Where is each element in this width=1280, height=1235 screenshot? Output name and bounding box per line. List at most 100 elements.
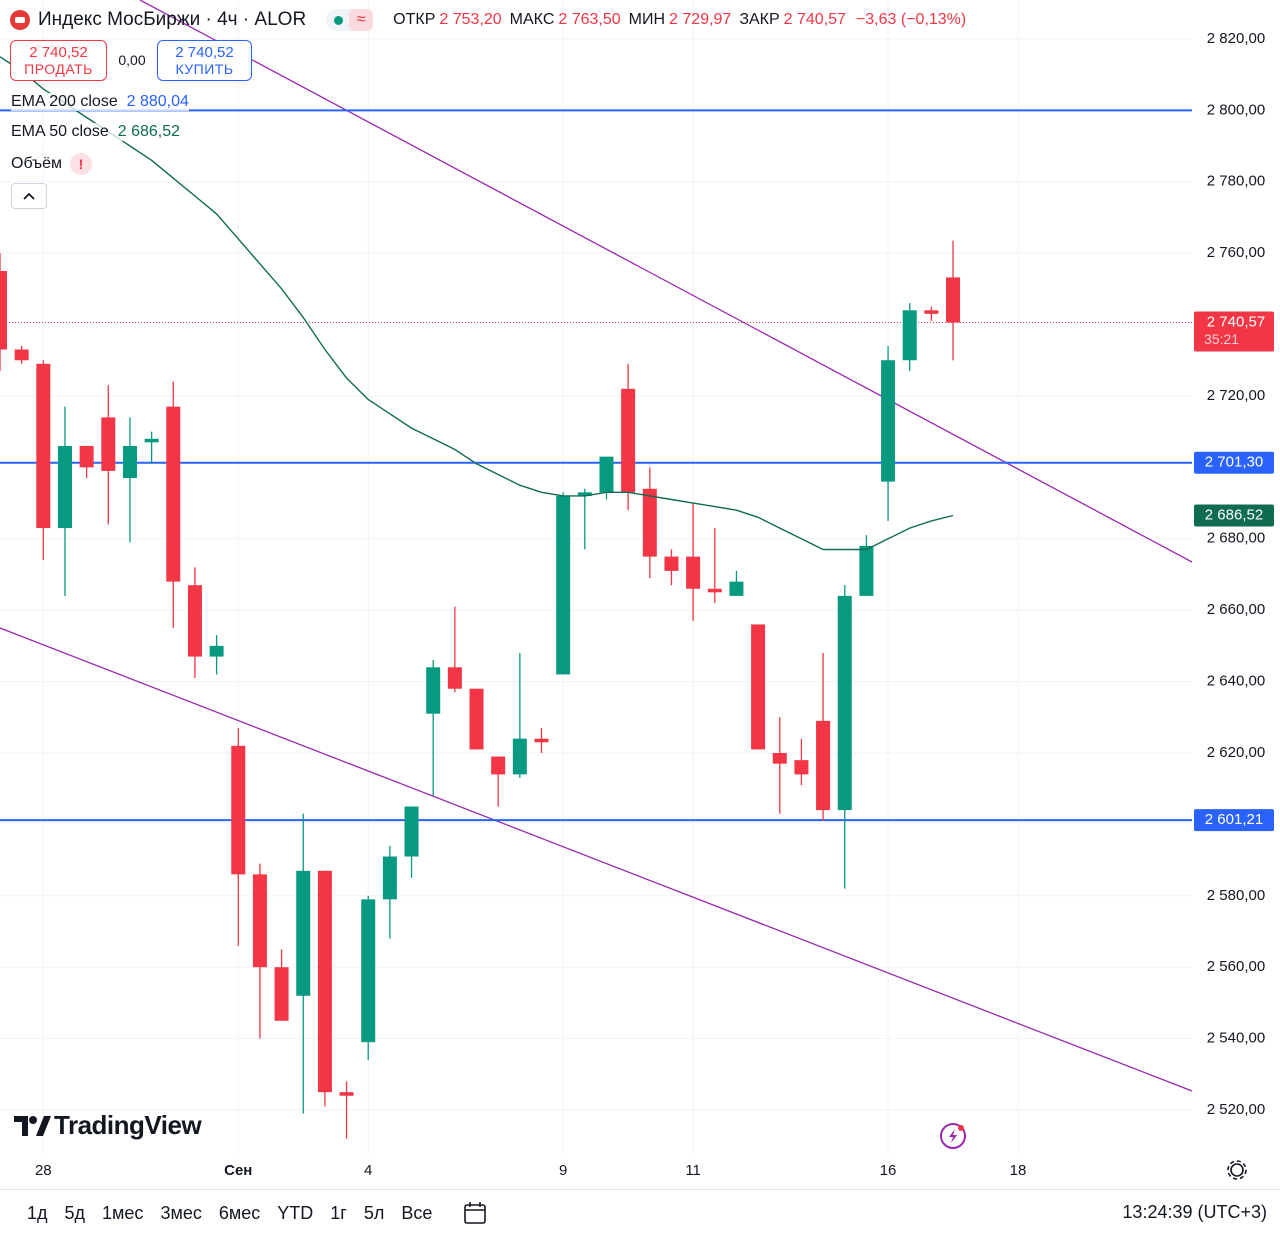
candle-body — [361, 899, 376, 1043]
ema-line — [0, 56, 954, 551]
symbol-title[interactable]: Индекс МосБиржи · 4ч · ALOR — [38, 9, 307, 30]
calendar-icon[interactable] — [462, 1200, 488, 1226]
candle-body — [209, 645, 224, 657]
buy-button[interactable]: 2 740,52 КУПИТЬ — [157, 40, 252, 81]
candle-body — [36, 363, 51, 529]
x-tick-label: 11 — [685, 1162, 701, 1179]
range-button[interactable]: 5л — [363, 1202, 385, 1223]
clock[interactable]: 13:24:39 (UTC+3) — [1122, 1202, 1267, 1222]
range-button[interactable]: 6мес — [218, 1202, 261, 1223]
candle-body — [686, 556, 701, 589]
candle-body — [924, 310, 939, 314]
y-tick-label: 2 580,00 — [1207, 887, 1265, 904]
candle-body — [599, 456, 614, 493]
ema-tag-label: 2 686,52 — [1205, 506, 1263, 523]
x-tick-label: 9 — [559, 1162, 567, 1179]
candle-body — [0, 270, 7, 350]
candle-body — [339, 1092, 354, 1096]
ema-tag — [1194, 504, 1274, 527]
level-tag-label: 2 601,21 — [1205, 811, 1263, 828]
ohlc-value: 2 740,57 — [783, 11, 846, 28]
y-tick-label: 2 760,00 — [1207, 244, 1265, 261]
legend-value: 2 880,04 — [126, 93, 189, 110]
candle-body — [491, 756, 506, 775]
legend-item[interactable]: Объём! — [11, 153, 92, 175]
ohlc-label: ЗАКР — [739, 11, 780, 28]
spread: 0,00 — [118, 52, 146, 68]
ohlc-value: 2 763,50 — [558, 11, 621, 28]
candle-body — [447, 667, 462, 689]
level-tag — [1194, 451, 1274, 474]
status-pill[interactable]: ≈ — [326, 9, 374, 31]
legend-item[interactable]: EMA 200 close 2 880,04 — [11, 93, 189, 111]
candle-body — [512, 738, 527, 775]
candle-body — [577, 492, 592, 496]
countdown: 35:21 — [1204, 331, 1239, 347]
y-tick-label: 2 800,00 — [1207, 101, 1265, 118]
candle-body — [794, 760, 809, 775]
y-tick-label: 2 820,00 — [1207, 30, 1265, 47]
candle-body — [382, 856, 397, 900]
range-button[interactable]: 5д — [64, 1202, 86, 1223]
y-tick-label: 2 660,00 — [1207, 601, 1265, 618]
candle-body — [404, 806, 419, 857]
candle-body — [317, 870, 332, 1093]
candle-body — [469, 688, 484, 750]
legend-name: EMA 50 close — [11, 123, 109, 140]
legend-item[interactable]: EMA 50 close 2 686,52 — [11, 123, 180, 141]
candle-body — [816, 720, 831, 811]
y-tick-label: 2 780,00 — [1207, 173, 1265, 190]
candle-body — [231, 745, 246, 875]
x-tick-label: 16 — [880, 1162, 897, 1179]
range-button[interactable]: YTD — [277, 1202, 314, 1223]
sell-price: 2 740,52 — [29, 43, 88, 61]
candle-body — [79, 445, 94, 468]
y-tick-label: 2 560,00 — [1207, 958, 1265, 975]
range-button[interactable]: 1д — [27, 1202, 48, 1223]
collapse-button[interactable] — [11, 183, 47, 209]
ohlc-label: МАКС — [509, 11, 555, 28]
price-tag — [1194, 311, 1274, 352]
trend-line — [0, 627, 1192, 1092]
range-button[interactable]: 1мес — [102, 1202, 144, 1223]
range-button[interactable]: Все — [401, 1202, 433, 1223]
ohlc-label: МИН — [628, 11, 666, 28]
trend-line — [139, 0, 1192, 563]
price-tag-label: 2 740,57 — [1207, 313, 1265, 330]
warning-badge[interactable]: ! — [69, 153, 92, 175]
chevron — [23, 192, 35, 200]
candle-body — [122, 445, 137, 479]
brand: TradingView — [14, 1110, 202, 1141]
symbol-icon — [10, 10, 30, 30]
status-dot — [334, 15, 344, 25]
candle-body — [252, 874, 267, 968]
y-tick-label: 2 640,00 — [1207, 673, 1265, 690]
range-group: 1д 5д 1мес 3мес 6мес YTD 1г 5л Все — [18, 1203, 440, 1224]
candle-body — [881, 360, 896, 482]
candle-body — [946, 277, 961, 323]
range-button[interactable]: 1г — [330, 1202, 347, 1223]
replay-icon[interactable] — [940, 1123, 966, 1149]
candle-body — [707, 588, 722, 593]
candle-body — [534, 738, 549, 743]
x-tick-label: 18 — [1010, 1162, 1027, 1179]
legend-name: EMA 200 close — [11, 93, 118, 110]
ohlc-value: 2 729,97 — [669, 11, 732, 28]
header: Индекс МосБиржи · 4ч · ALOR ≈ ОТКР 2 753,… — [10, 6, 966, 34]
candle-body — [57, 445, 72, 529]
candle-body — [101, 417, 116, 471]
buy-price: 2 740,52 — [175, 43, 234, 61]
range-button[interactable]: 3мес — [160, 1202, 202, 1223]
brand-logo — [14, 1115, 51, 1136]
ohlc-label: ОТКР — [393, 11, 436, 28]
settings-icon[interactable] — [1227, 1160, 1247, 1180]
candle-body — [664, 556, 679, 571]
buy-label: КУПИТЬ — [175, 60, 234, 77]
candle-body — [556, 495, 571, 675]
candle-body — [14, 349, 29, 361]
brand-name: TradingView — [54, 1110, 202, 1140]
sell-button[interactable]: 2 740,52 ПРОДАТЬ — [10, 40, 107, 81]
y-tick-label: 2 540,00 — [1207, 1030, 1265, 1047]
